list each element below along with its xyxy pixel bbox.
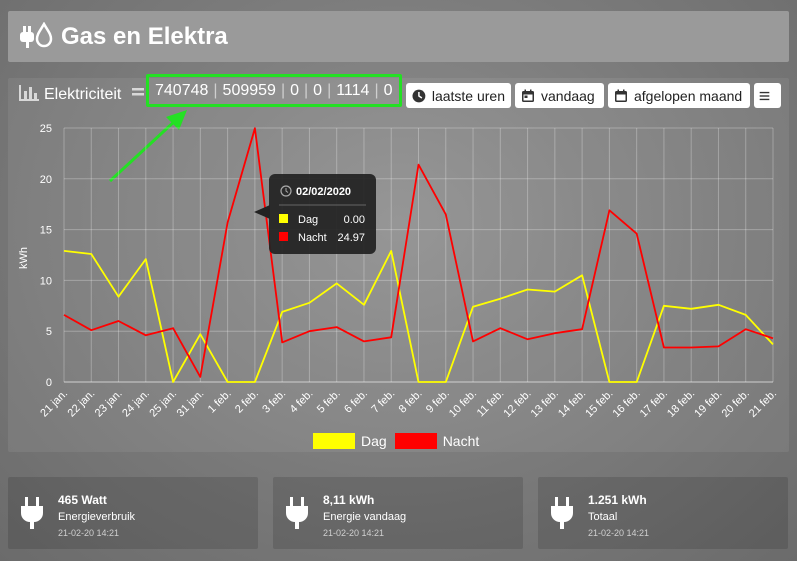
- x-tick-label: 7 feb.: [369, 388, 397, 416]
- x-tick-label: 21 feb.: [747, 388, 779, 420]
- clock-icon: [412, 89, 426, 102]
- series-line-dag[interactable]: [63, 249, 774, 383]
- tooltip-name-dag: Dag: [298, 214, 318, 226]
- plug-icon: [21, 497, 43, 529]
- calendar-icon: [522, 89, 534, 102]
- x-tick-label: 22 jan.: [66, 388, 98, 420]
- counter-value-4: 0: [313, 81, 323, 99]
- x-tick-label: 2 feb.: [233, 388, 261, 416]
- tooltip-name-nacht: Nacht: [298, 232, 327, 244]
- tooltip-value-nacht: 24.97: [337, 232, 365, 244]
- hamburger-menu-icon: [759, 91, 770, 100]
- tile-label: Energieverbruik: [58, 511, 136, 523]
- counter-value-2: 509959: [222, 81, 276, 99]
- x-tick-label: 3 feb.: [260, 388, 288, 416]
- menu-button[interactable]: [754, 83, 781, 108]
- x-tick-label: 8 feb.: [397, 388, 425, 416]
- x-tick-label: 17 feb.: [638, 388, 670, 420]
- bar-chart-icon: [19, 85, 39, 101]
- x-tick-label: 13 feb.: [529, 388, 561, 420]
- x-tick-label: 25 jan.: [147, 388, 179, 420]
- x-tick-label: 20 feb.: [720, 388, 752, 420]
- tile-value: 465 Watt: [58, 493, 107, 507]
- x-tick-label: 16 feb.: [611, 388, 643, 420]
- x-tick-label: 12 feb.: [501, 388, 533, 420]
- chart-legend: Dag Nacht: [313, 433, 487, 449]
- x-tick-label: 14 feb.: [556, 388, 588, 420]
- meter-counter: 740748 | 509959 | 0 | 0 | 1114 | 0: [146, 74, 402, 107]
- series-line-nacht[interactable]: [63, 127, 774, 378]
- y-tick-label: 15: [40, 225, 52, 237]
- tile-timestamp: 21-02-20 14:21: [588, 528, 650, 538]
- tile-value: 1.251 kWh: [588, 493, 647, 507]
- y-tick-label: 10: [40, 275, 52, 287]
- tile-energy-today[interactable]: 8,11 kWh Energie vandaag 21-02-20 14:21: [273, 477, 523, 549]
- tile-energy-total[interactable]: 1.251 kWh Totaal 21-02-20 14:21: [538, 477, 788, 549]
- x-tick-label: 1 feb.: [206, 388, 234, 416]
- calendar-icon: [615, 89, 627, 102]
- plug-drop-icon: [20, 22, 53, 48]
- equals-icon: [132, 88, 144, 96]
- last-month-button[interactable]: afgelopen maand: [608, 83, 750, 108]
- x-tick-label: 18 feb.: [665, 388, 697, 420]
- y-tick-label: 25: [40, 123, 52, 135]
- today-label: vandaag: [541, 87, 595, 104]
- x-tick-label: 4 feb.: [288, 388, 316, 416]
- dashboard-header: Gas en Elektra: [8, 11, 789, 62]
- tile-timestamp: 21-02-20 14:21: [58, 528, 120, 538]
- last-month-label: afgelopen maand: [634, 87, 743, 104]
- y-axis-title: kWh: [18, 247, 30, 269]
- x-tick-label: 21 jan.: [38, 388, 70, 420]
- clock-icon: [280, 185, 292, 197]
- tooltip-value-dag: 0.00: [344, 214, 365, 226]
- x-tick-label: 19 feb.: [692, 388, 724, 420]
- tooltip-date: 02/02/2020: [296, 186, 351, 198]
- page-title: Gas en Elektra: [61, 23, 228, 50]
- y-tick-label: 20: [40, 174, 52, 186]
- counter-value-6: 0: [383, 81, 393, 99]
- x-tick-label: 5 feb.: [315, 388, 343, 416]
- y-tick-label: 5: [46, 326, 52, 338]
- tile-label: Totaal: [588, 511, 618, 523]
- x-tick-label: 31 jan.: [175, 388, 207, 420]
- x-tick-label: 11 feb.: [475, 388, 507, 420]
- electricity-panel: Elektriciteit: [8, 78, 789, 452]
- legend-label-dag: Dag: [361, 433, 387, 449]
- x-tick-label: 23 jan.: [93, 388, 125, 420]
- panel-header: Elektriciteit: [8, 78, 789, 112]
- tile-label: Energie vandaag: [323, 511, 407, 523]
- counter-value-5: 1114: [336, 81, 370, 99]
- tile-energy-usage[interactable]: 465 Watt Energieverbruik 21-02-20 14:21: [8, 477, 258, 549]
- tile-timestamp: 21-02-20 14:21: [323, 528, 385, 538]
- legend-swatch-nacht: [394, 433, 437, 449]
- legend-swatch-dag: [313, 433, 355, 449]
- plug-icon: [551, 497, 573, 529]
- x-tick-label: 6 feb.: [342, 388, 370, 416]
- counter-value-1: 740748: [155, 81, 209, 99]
- legend-item-dag[interactable]: Dag: [313, 433, 387, 449]
- tile-value: 8,11 kWh: [323, 493, 375, 507]
- today-button[interactable]: vandaag: [515, 83, 604, 108]
- tooltip-swatch-dag: [279, 214, 288, 223]
- legend-label-nacht: Nacht: [442, 433, 480, 449]
- x-tick-label: 24 jan.: [120, 388, 152, 420]
- x-tick-label: 10 feb.: [447, 388, 479, 420]
- annotation-arrow: [108, 110, 187, 183]
- last-hours-button[interactable]: laatste uren: [406, 83, 511, 108]
- chart-tooltip: 02/02/2020 Dag 0.00 Nacht 24.97: [254, 174, 376, 254]
- x-tick-label: 15 feb.: [583, 388, 615, 420]
- legend-item-nacht[interactable]: Nacht: [394, 433, 480, 449]
- panel-title: Elektriciteit: [44, 86, 122, 103]
- tooltip-swatch-nacht: [279, 232, 288, 241]
- counter-value-3: 0: [290, 81, 299, 99]
- y-tick-label: 0: [46, 377, 52, 389]
- plug-icon: [286, 497, 308, 529]
- last-hours-label: laatste uren: [431, 87, 505, 104]
